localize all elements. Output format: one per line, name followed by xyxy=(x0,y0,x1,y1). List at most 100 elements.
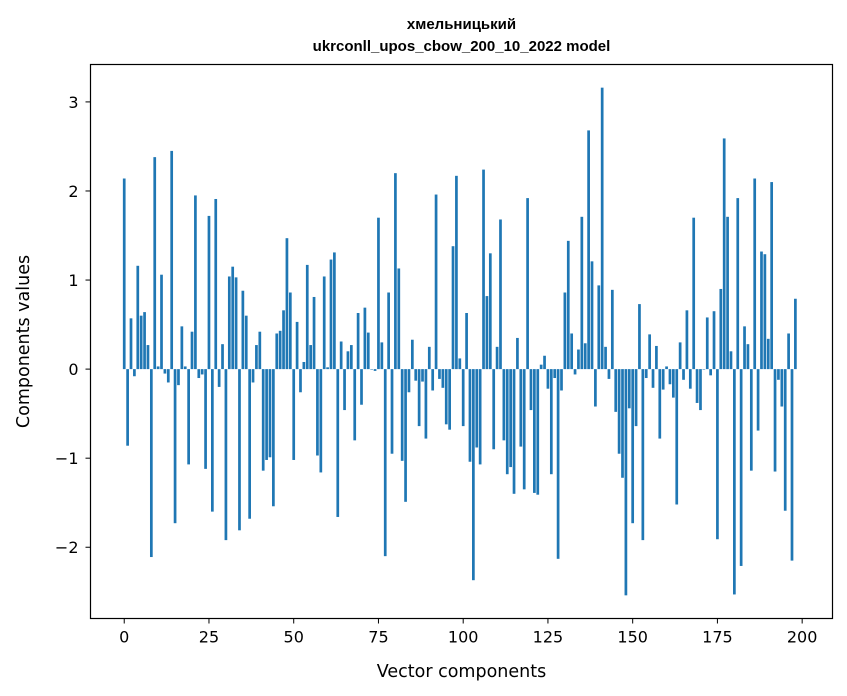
bar-86 xyxy=(414,369,418,381)
bar-139 xyxy=(594,369,597,407)
bar-119 xyxy=(526,198,529,370)
bar-49 xyxy=(288,292,292,370)
bar-78 xyxy=(387,292,390,370)
bar-138 xyxy=(590,261,594,370)
y-tick-label: −1 xyxy=(55,449,79,468)
x-tick-label: 200 xyxy=(787,628,818,647)
bar-59 xyxy=(322,276,326,370)
bar-100 xyxy=(461,369,465,427)
bar-126 xyxy=(549,369,553,475)
y-axis-label: Components values xyxy=(14,255,34,428)
bar-149 xyxy=(627,369,631,409)
bar-55 xyxy=(309,345,313,370)
bar-18 xyxy=(183,366,187,370)
bar-121 xyxy=(533,369,536,493)
x-axis-label: Vector components xyxy=(377,662,546,682)
bar-75 xyxy=(377,217,380,370)
bar-29 xyxy=(221,344,224,370)
chart-subtitle: ukrconll_upos_cbow_200_10_2022 model xyxy=(313,38,611,55)
bar-79 xyxy=(390,369,394,454)
x-axis-ticks: 0 25 50 75 100 125 150 175 200 xyxy=(119,618,818,647)
bar-104 xyxy=(475,369,479,448)
bar-118 xyxy=(522,369,526,490)
bar-92 xyxy=(434,194,438,370)
bar-170 xyxy=(699,369,702,411)
bar-1 xyxy=(126,369,129,446)
bar-28 xyxy=(217,369,221,387)
bar-175 xyxy=(716,369,719,540)
bar-35 xyxy=(241,290,245,370)
bar-12 xyxy=(163,369,167,374)
bar-161 xyxy=(668,369,672,385)
bar-66 xyxy=(346,351,350,370)
bar-187 xyxy=(756,369,760,431)
bar-132 xyxy=(570,333,574,370)
bar-47 xyxy=(282,310,285,370)
bar-9 xyxy=(153,157,157,370)
bar-80 xyxy=(394,173,397,370)
bar-115 xyxy=(512,369,516,494)
y-tick-label: 0 xyxy=(68,360,78,379)
bar-73 xyxy=(370,369,374,370)
y-tick-label: 1 xyxy=(68,271,78,290)
bar-178 xyxy=(726,216,729,370)
bar-91 xyxy=(431,369,435,391)
bar-186 xyxy=(753,178,757,370)
bar-68 xyxy=(353,369,357,441)
bar-50 xyxy=(292,369,296,460)
bar-61 xyxy=(329,259,333,370)
bar-154 xyxy=(644,369,648,379)
bar-94 xyxy=(441,369,445,388)
bar-113 xyxy=(505,369,509,475)
bar-144 xyxy=(610,289,614,370)
x-tick-label: 50 xyxy=(284,628,304,647)
bar-151 xyxy=(634,369,638,427)
bar-30 xyxy=(224,369,228,541)
bar-133 xyxy=(573,369,577,375)
bar-140 xyxy=(597,285,601,370)
bar-51 xyxy=(295,321,299,370)
bar-143 xyxy=(607,369,611,379)
bar-164 xyxy=(678,342,682,370)
bar-85 xyxy=(410,339,414,370)
bar-25 xyxy=(207,215,211,370)
bar-42 xyxy=(265,369,268,460)
x-tick-label: 100 xyxy=(448,628,479,647)
bar-10 xyxy=(156,366,160,370)
bar-88 xyxy=(421,369,424,382)
bar-156 xyxy=(651,369,655,388)
bar-7 xyxy=(146,345,150,370)
bar-64 xyxy=(339,341,343,370)
bar-36 xyxy=(244,315,248,370)
bar-116 xyxy=(516,337,519,370)
bar-137 xyxy=(587,130,590,370)
x-tick-label: 125 xyxy=(533,628,564,647)
bar-174 xyxy=(712,311,716,370)
bar-57 xyxy=(316,369,319,456)
bar-166 xyxy=(685,310,689,370)
bar-180 xyxy=(733,369,736,595)
bar-22 xyxy=(197,369,201,379)
bar-24 xyxy=(204,369,207,469)
bar-8 xyxy=(149,369,153,558)
bar-167 xyxy=(688,369,692,389)
bar-0 xyxy=(122,178,126,370)
bar-19 xyxy=(187,369,190,465)
bar-141 xyxy=(600,87,604,370)
bar-158 xyxy=(658,369,662,439)
bar-15 xyxy=(173,369,177,524)
bar-58 xyxy=(319,369,323,473)
bar-102 xyxy=(468,369,472,462)
bar-182 xyxy=(739,369,743,566)
bar-123 xyxy=(539,364,543,370)
bar-184 xyxy=(746,344,750,370)
bar-153 xyxy=(641,369,645,541)
bar-105 xyxy=(478,369,482,465)
bar-136 xyxy=(583,343,587,370)
bar-196 xyxy=(787,333,790,370)
bar-67 xyxy=(349,345,353,370)
y-tick-label: 3 xyxy=(68,93,78,112)
bar-48 xyxy=(285,238,289,370)
bar-165 xyxy=(682,369,685,380)
bar-97 xyxy=(451,246,455,370)
